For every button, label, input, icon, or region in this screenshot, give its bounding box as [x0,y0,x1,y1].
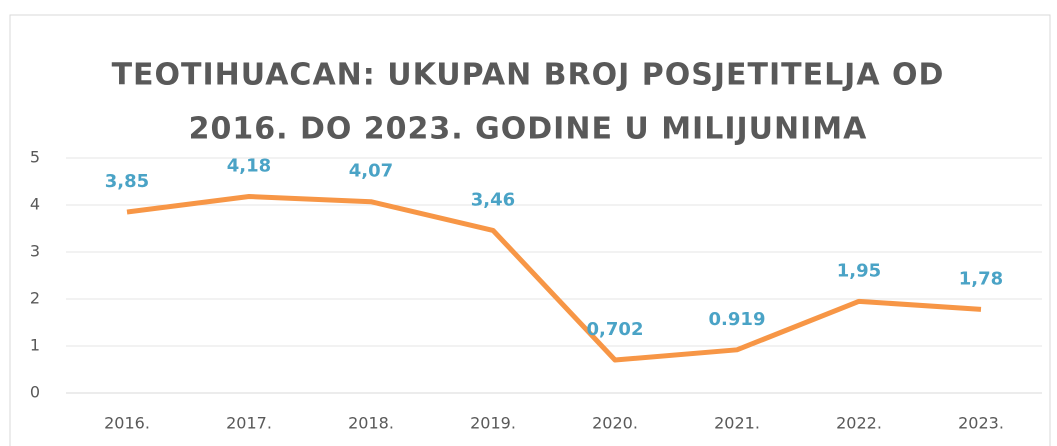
x-tick-label: 2017. [226,414,272,433]
x-tick-label: 2021. [714,414,760,433]
data-label: 1,95 [837,260,881,281]
data-label: 4,07 [349,161,393,182]
x-tick-label: 2016. [104,414,150,433]
data-label: 3,85 [105,171,149,192]
line [126,194,982,363]
y-tick-label: 5 [30,148,40,167]
y-tick-label: 0 [30,383,40,402]
chart-title: TEOTIHUACAN: UKUPAN BROJ POSJETITELJA OD [112,58,945,93]
x-tick-label: 2023. [958,414,1004,433]
y-tick-label: 1 [30,336,40,355]
y-tick-label: 2 [30,289,40,308]
data-label: 4,18 [227,156,271,177]
x-tick-label: 2019. [470,414,516,433]
chart-frame [9,14,1051,446]
data-label: 0,702 [587,319,644,340]
data-label: 0.919 [709,309,766,330]
y-tick-label: 3 [30,242,40,261]
chart-title: 2016. DO 2023. GODINE U MILIJUNIMA [189,112,868,147]
data-label: 1,78 [959,268,1003,289]
x-tick-label: 2022. [836,414,882,433]
x-tick-label: 2020. [592,414,638,433]
data-label: 3,46 [471,189,515,210]
y-tick-label: 4 [30,195,40,214]
x-tick-label: 2018. [348,414,394,433]
